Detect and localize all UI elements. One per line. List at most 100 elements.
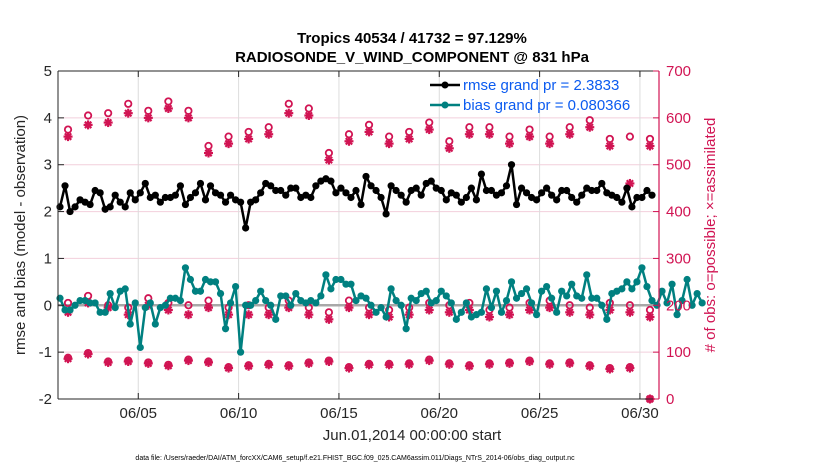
bias-point — [502, 297, 511, 305]
rmse-point — [116, 198, 124, 206]
obs-assimilated-marker — [304, 358, 314, 368]
asterisk-stroke — [324, 315, 333, 324]
rmse-point — [482, 186, 491, 195]
obs-possible-marker — [645, 134, 655, 144]
bias-point — [693, 289, 701, 298]
bias-point — [543, 282, 551, 291]
chart-title-line2: RADIOSONDE_V_WIND_COMPONENT @ 831 hPa — [235, 49, 590, 66]
right-axis-ticks: 700 600 500 400 300 200 100 0 — [653, 63, 691, 408]
rmse-point — [242, 224, 250, 232]
asterisk-stroke — [625, 308, 634, 317]
x-tick-label: 06/20 — [420, 405, 458, 422]
obs-assimilated-marker — [404, 359, 414, 369]
obs-possible-marker — [445, 137, 454, 146]
chart-title-line1: Tropics 40534 / 41732 = 97.129% — [297, 30, 527, 47]
left-tick-label: 5 — [44, 63, 52, 80]
x-axis-ticks: 06/05 06/10 06/15 06/20 06/25 06/30 — [119, 71, 659, 422]
obs-assimilated-marker — [224, 363, 234, 373]
bias-point — [397, 301, 405, 309]
rmse-point — [563, 186, 571, 195]
bias-point — [277, 292, 285, 300]
bias-point — [507, 278, 516, 286]
obs-assimilated-marker — [424, 356, 434, 366]
left-tick-label: 1 — [44, 250, 52, 267]
bias-point — [146, 299, 154, 307]
left-tick-label: 3 — [44, 157, 52, 174]
rmse-point — [161, 193, 169, 202]
obs-possible-marker — [84, 111, 93, 120]
rmse-point — [352, 186, 360, 195]
bias-point — [226, 299, 235, 307]
asterisk-stroke — [64, 354, 73, 363]
bias-point — [136, 343, 144, 352]
asterisk-stroke — [525, 357, 534, 366]
obs-possible-marker — [304, 104, 313, 113]
bias-point — [267, 301, 275, 309]
obs-possible-marker — [244, 127, 253, 137]
asterisk-stroke — [565, 359, 574, 368]
asterisk-stroke — [365, 360, 374, 369]
bias-point — [327, 285, 335, 293]
bias-point — [628, 285, 636, 293]
legend-bias-label: bias grand pr = 0.080366 — [463, 97, 630, 114]
rmse-point — [226, 191, 235, 199]
bias-point — [61, 306, 69, 314]
obs-assimilated-marker — [505, 358, 515, 368]
obs-assimilated-marker — [364, 310, 374, 320]
asterisk-stroke — [284, 109, 293, 118]
bias-point — [593, 294, 601, 302]
obs-possible-marker — [465, 123, 474, 132]
rmse-point — [176, 182, 185, 190]
rmse-point — [141, 179, 149, 188]
asterisk-stroke — [565, 130, 574, 139]
obs-assimilated-marker — [505, 310, 515, 320]
left-tick-label: 4 — [44, 110, 52, 127]
obs-possible-marker — [565, 123, 574, 132]
bias-point — [186, 275, 195, 284]
bias-point — [322, 271, 330, 279]
bias-point — [216, 289, 225, 298]
rmse-point — [402, 198, 410, 206]
asterisk-stroke — [505, 139, 514, 148]
rmse-point — [337, 184, 345, 192]
rmse-point — [86, 200, 94, 209]
bias-point — [176, 297, 185, 305]
right-tick-label: 400 — [666, 204, 691, 221]
bias-point — [623, 278, 631, 286]
asterisk-stroke — [365, 310, 374, 319]
obs-assimilated-marker — [364, 360, 374, 370]
left-tick-label: -2 — [39, 391, 52, 408]
rmse-point — [648, 191, 656, 199]
rmse-point — [417, 191, 425, 199]
bias-point — [658, 287, 666, 295]
rmse-point — [638, 193, 646, 202]
bias-point — [578, 294, 586, 302]
asterisk-stroke — [184, 113, 193, 122]
rmse-point — [201, 196, 210, 204]
x-tick-label: 06/30 — [621, 405, 659, 422]
bias-point — [141, 304, 149, 312]
rmse-point — [347, 193, 355, 202]
bias-point — [648, 297, 656, 305]
obs-possible-marker — [385, 132, 394, 141]
obs-assimilated-marker — [284, 361, 294, 371]
right-tick-label: 300 — [666, 250, 691, 267]
asterisk-stroke — [264, 360, 273, 369]
bias-point — [387, 285, 395, 293]
obs-assimilated-marker — [143, 358, 153, 368]
rmse-point — [191, 189, 200, 197]
obs-assimilated-marker — [63, 132, 73, 142]
obs-assimilated-marker — [424, 125, 434, 135]
left-axis-ticks: 5 4 3 2 1 0 -1 -2 — [39, 63, 64, 408]
obs-assimilated-marker — [484, 312, 494, 322]
bias-point — [347, 280, 355, 288]
obs-possible-marker — [605, 134, 614, 144]
bias-point — [563, 292, 571, 300]
obs-possible-marker — [144, 106, 153, 115]
bias-point — [663, 299, 671, 307]
bias-point — [382, 313, 390, 321]
obs-assimilated-marker — [444, 359, 454, 369]
y-axis-label-left: rmse and bias (model - observation) — [12, 115, 29, 355]
asterisk-stroke — [164, 305, 173, 314]
